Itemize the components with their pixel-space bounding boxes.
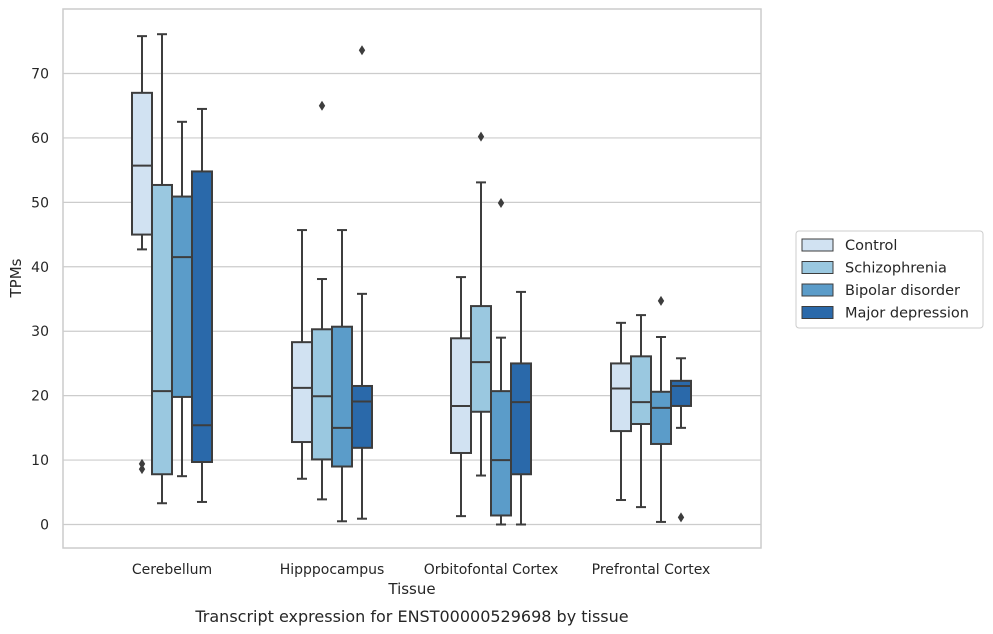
legend-label: Control	[845, 238, 897, 254]
iqr-box	[311, 328, 333, 461]
box-2-3	[510, 290, 532, 526]
box-0-3	[191, 107, 213, 503]
outlier-point	[358, 45, 366, 56]
y-tick-label: 40	[31, 260, 49, 276]
iqr-box	[470, 305, 492, 413]
iqr-box	[151, 183, 173, 476]
iqr-box	[510, 362, 532, 476]
y-tick-label: 50	[31, 195, 49, 211]
box-3-0	[610, 321, 632, 502]
y-tick-label: 10	[31, 453, 49, 469]
box-3-3	[670, 357, 692, 523]
iqr-box	[490, 390, 512, 517]
iqr-box	[331, 325, 353, 468]
y-tick-label: 20	[31, 389, 49, 405]
outlier-point	[657, 295, 665, 306]
legend-label: Major depression	[845, 306, 969, 322]
box-1-0	[291, 229, 313, 480]
x-tick-label: Orbitofontal Cortex	[424, 562, 559, 578]
legend-swatch	[801, 261, 834, 274]
iqr-box	[191, 170, 213, 464]
x-tick-labels: Cerebellum Hipppocampus Orbitofontal Corte…	[132, 562, 710, 578]
iqr-box	[670, 379, 692, 407]
chart-caption: Transcript expression for ENST0000052969…	[194, 607, 628, 626]
box-layer	[131, 33, 692, 526]
iqr-box	[610, 362, 632, 433]
outlier-point	[497, 198, 505, 209]
x-axis-label: Tissue	[387, 580, 435, 598]
legend-label: Schizophrenia	[845, 261, 947, 277]
y-tick-label: 30	[31, 324, 49, 340]
plot-frame	[62, 8, 762, 549]
legend-label: Bipolar disorder	[845, 283, 960, 299]
y-tick-label: 60	[31, 131, 49, 147]
box-3-1	[630, 314, 652, 509]
iqr-box	[630, 355, 652, 425]
legend-frame	[795, 230, 984, 329]
outlier-point	[677, 512, 685, 523]
box-2-0	[450, 276, 472, 518]
iqr-box	[291, 341, 313, 444]
outlier-point	[138, 464, 146, 475]
outlier-point	[138, 458, 146, 469]
x-tick-label: Prefrontal Cortex	[592, 562, 711, 578]
iqr-box	[650, 390, 672, 445]
box-1-3	[351, 45, 373, 520]
box-0-2	[171, 120, 193, 478]
box-3-2	[650, 295, 672, 523]
iqr-box	[450, 337, 472, 454]
box-2-2	[490, 198, 512, 526]
iqr-box	[351, 384, 373, 449]
x-tick-label: Hipppocampus	[280, 562, 385, 578]
y-tick-label: 70	[31, 67, 49, 83]
legend-swatch	[801, 238, 834, 252]
iqr-box	[171, 195, 193, 398]
y-tick-label: 0	[40, 518, 49, 534]
x-tick-label: Cerebellum	[132, 562, 212, 578]
box-2-1	[470, 131, 492, 477]
box-0-0	[131, 35, 153, 475]
outlier-point	[318, 100, 326, 111]
box-1-2	[331, 229, 353, 523]
legend-swatch	[801, 283, 834, 297]
outlier-point	[477, 131, 485, 142]
y-tick-labels: 0 10 20 30 40 50 60 70	[31, 67, 49, 534]
box-0-1	[151, 33, 173, 505]
legend: Control Schizophrenia Bipolar disorder Majo…	[795, 230, 984, 329]
box-1-1	[311, 100, 333, 501]
y-axis-label: TPMs	[7, 258, 25, 298]
legend-swatch	[801, 306, 834, 319]
iqr-box	[131, 91, 153, 236]
